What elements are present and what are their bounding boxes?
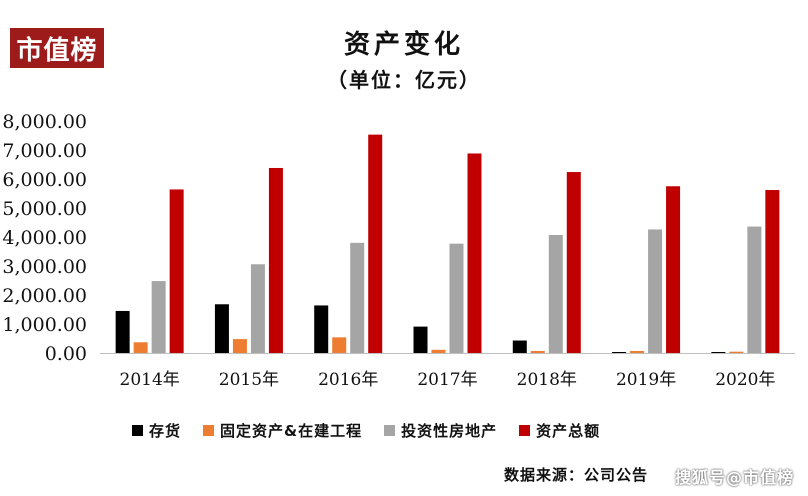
bar-investment-property bbox=[747, 226, 762, 353]
y-tick-label: 0.00 bbox=[45, 343, 87, 365]
data-source-note: 数据来源：公司公告 bbox=[503, 466, 648, 484]
y-tick-label: 2,000.00 bbox=[2, 285, 87, 307]
bar-investment-property bbox=[449, 243, 464, 353]
brand-logo: 市值榜 bbox=[10, 28, 104, 68]
bar-fixed-assets bbox=[332, 337, 347, 353]
chart-legend: 存货 固定资产&在建工程 投资性房地产 资产总额 bbox=[132, 420, 600, 441]
bar-investment-property bbox=[548, 234, 563, 353]
legend-label-fixed-assets: 固定资产&在建工程 bbox=[220, 422, 363, 440]
bar-total-assets bbox=[368, 134, 383, 353]
x-tick-label: 2014年 bbox=[120, 370, 180, 390]
legend-item-investment-property: 投资性房地产 bbox=[384, 420, 497, 441]
chart-title: 资产变化 bbox=[343, 30, 464, 60]
bar-fixed-assets bbox=[630, 350, 645, 353]
chart-subtitle: （单位：亿元） bbox=[327, 68, 481, 92]
y-tick-label: 8,000.00 bbox=[2, 111, 87, 133]
bar-fixed-assets bbox=[729, 351, 744, 353]
bar-total-assets bbox=[467, 153, 482, 353]
bar-investment-property bbox=[648, 229, 663, 353]
bar-inventory bbox=[314, 305, 329, 353]
legend-swatch-fixed-assets bbox=[203, 425, 215, 436]
bar-total-assets bbox=[765, 190, 780, 353]
bar-total-assets bbox=[169, 189, 184, 353]
x-tick-label: 2018年 bbox=[517, 370, 577, 390]
legend-item-fixed-assets: 固定资产&在建工程 bbox=[203, 420, 362, 441]
bar-inventory bbox=[115, 310, 130, 353]
bar-inventory bbox=[413, 326, 428, 353]
bar-investment-property bbox=[151, 281, 166, 353]
y-tick-label: 7,000.00 bbox=[2, 140, 87, 162]
x-tick-label: 2015年 bbox=[219, 370, 279, 390]
x-tick-label: 2016年 bbox=[318, 370, 378, 390]
x-tick-label: 2019年 bbox=[616, 370, 676, 390]
legend-item-inventory: 存货 bbox=[132, 420, 181, 441]
y-tick-label: 1,000.00 bbox=[2, 314, 87, 336]
y-tick-label: 5,000.00 bbox=[2, 198, 87, 220]
y-tick-label: 6,000.00 bbox=[2, 169, 87, 191]
x-tick-label: 2020年 bbox=[715, 370, 775, 390]
bar-inventory bbox=[711, 352, 726, 353]
legend-swatch-inventory bbox=[132, 425, 143, 436]
bar-fixed-assets bbox=[431, 349, 446, 353]
bar-total-assets bbox=[566, 172, 581, 353]
legend-swatch-total-assets bbox=[519, 425, 531, 436]
bar-fixed-assets bbox=[530, 350, 545, 353]
bar-inventory bbox=[612, 352, 627, 353]
watermark: 搜狐号@市值榜 bbox=[674, 468, 794, 487]
y-tick-label: 4,000.00 bbox=[2, 227, 87, 249]
legend-label-investment-property: 投资性房地产 bbox=[401, 422, 498, 440]
bar-fixed-assets bbox=[232, 339, 247, 353]
bar-inventory bbox=[214, 304, 229, 353]
bar-fixed-assets bbox=[133, 342, 148, 353]
y-tick-label: 3,000.00 bbox=[2, 256, 87, 278]
bar-investment-property bbox=[350, 242, 365, 353]
bar-total-assets bbox=[666, 186, 681, 353]
legend-swatch-investment-property bbox=[384, 425, 396, 436]
x-tick-label: 2017年 bbox=[417, 370, 477, 390]
legend-label-inventory: 存货 bbox=[149, 422, 182, 440]
bar-investment-property bbox=[250, 264, 265, 353]
legend-label-total-assets: 资产总额 bbox=[536, 422, 601, 440]
bar-inventory bbox=[512, 340, 527, 353]
legend-item-total-assets: 资产总额 bbox=[519, 420, 600, 441]
bar-total-assets bbox=[268, 167, 283, 353]
